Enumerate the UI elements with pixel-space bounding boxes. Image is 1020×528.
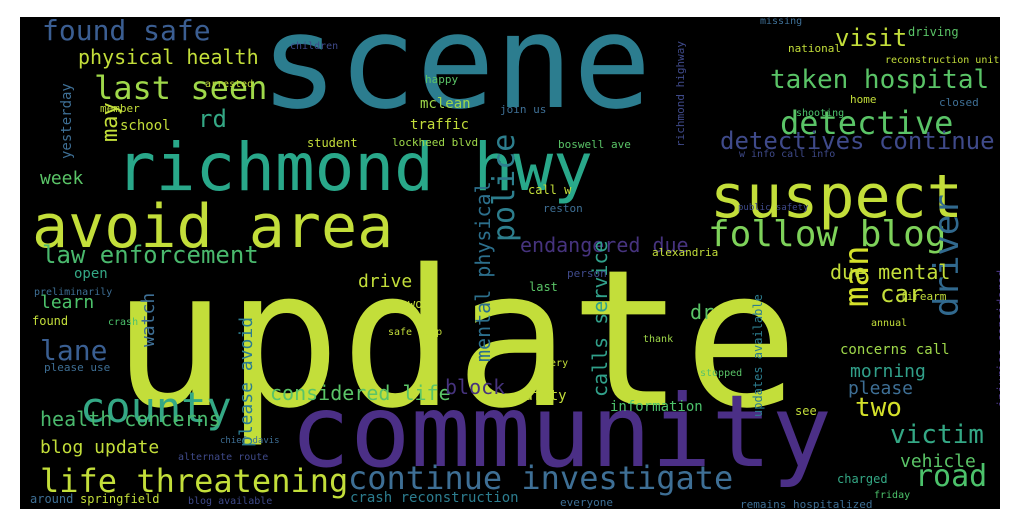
word-person: person xyxy=(567,267,607,280)
word-car: car xyxy=(880,280,924,308)
word-crash: crash xyxy=(108,317,139,328)
word-work: work xyxy=(408,297,437,311)
word-dr: dr xyxy=(690,300,715,324)
word-detectives-continue: detectives continue xyxy=(720,127,995,155)
word-information: information xyxy=(610,399,703,415)
word-avoid-area: avoid area xyxy=(32,192,394,262)
word-missing: missing xyxy=(760,17,803,27)
word-please-avoid: please avoid xyxy=(236,316,257,447)
word-shooting: shooting xyxy=(796,108,845,119)
word-please: please xyxy=(848,378,914,399)
word-watch: watch xyxy=(138,292,159,347)
word-community: community xyxy=(290,373,832,490)
word-taken-hospital: taken hospital xyxy=(770,65,990,95)
word-safe-help: safe help xyxy=(388,327,443,338)
word-friday: friday xyxy=(874,490,911,501)
word-week: week xyxy=(40,168,84,189)
word-updates-available: updates available xyxy=(751,294,765,417)
word-vehicle: vehicle xyxy=(900,451,976,472)
word-firearm: firearm xyxy=(900,290,947,303)
word-chief-davis: chief davis xyxy=(220,436,280,446)
word-yesterday: yesterday xyxy=(59,83,75,159)
word-school: school xyxy=(120,118,171,134)
word-alternate-route: alternate route xyxy=(178,452,269,463)
word-reconstruction-unit: reconstruction unit xyxy=(885,55,1000,66)
word-update: update xyxy=(112,229,799,450)
word-children: children xyxy=(290,41,339,52)
word-victim: victim xyxy=(890,420,984,450)
word-springfield: springfield xyxy=(80,492,160,506)
word-student: student xyxy=(307,136,358,150)
word-traffic: traffic xyxy=(410,117,470,133)
word-alexandria: alexandria xyxy=(652,246,719,259)
word-closed: closed xyxy=(939,96,979,109)
word-found: found xyxy=(32,314,69,328)
word-national: national xyxy=(788,42,841,55)
word-morning: morning xyxy=(850,361,926,382)
word-richmond-hwy: richmond hwy xyxy=(116,129,593,206)
word-around: around xyxy=(30,492,74,506)
word-remains-hospitalized: remains hospitalized xyxy=(740,498,873,509)
word-happy: happy xyxy=(425,73,459,86)
word-preliminarily: preliminarily xyxy=(34,287,113,298)
word-crash-reconstruction: crash reconstruction xyxy=(350,490,519,506)
word-stopped: stopped xyxy=(700,368,743,379)
word-health-concerns: health concerns xyxy=(40,407,221,431)
word-learn: learn xyxy=(40,292,95,313)
word-county: county xyxy=(80,383,232,432)
word-last: last xyxy=(529,280,558,294)
word-reston: reston xyxy=(543,202,583,215)
word-continue-investigate: continue investigate xyxy=(348,459,734,497)
word-concerns-call: concerns call xyxy=(840,342,950,358)
word-blog-update: blog update xyxy=(40,437,160,458)
word-open: open xyxy=(74,266,108,282)
word-considered-life: considered life xyxy=(270,381,451,405)
word-scene: scene xyxy=(260,17,652,138)
word-suspect: suspect xyxy=(710,162,963,232)
word-richmond-highway: richmond highway xyxy=(674,41,687,147)
word-w-info-call-info: w info call info xyxy=(739,149,836,160)
word-lockheed-blvd: lockheed blvd xyxy=(392,136,479,149)
word-calls-service: calls service xyxy=(588,240,612,397)
word-join-us: join us xyxy=(500,103,547,116)
word-last-seen: last seen xyxy=(94,69,268,107)
word-call-w: call w xyxy=(528,183,572,197)
word-visit: visit xyxy=(835,24,908,52)
word-driving: driving xyxy=(908,25,959,39)
word-blog-available: blog available xyxy=(188,496,273,507)
word-everyone: everyone xyxy=(560,496,613,509)
word-rd: rd xyxy=(198,105,227,133)
word-home: home xyxy=(850,93,877,106)
word-law-enforcement: law enforcement xyxy=(42,241,259,269)
word-found-safe: found safe xyxy=(42,17,211,47)
word-please-use: please use xyxy=(44,361,111,374)
word-endangered-due: endangered due xyxy=(520,233,689,257)
word-life-threatening: life threatening xyxy=(40,462,349,500)
word-mclean: mclean xyxy=(420,96,471,112)
word-mental-physical: mental physical xyxy=(471,181,495,362)
word-injuries-considered: injuries considered xyxy=(995,269,1000,407)
word-road: road xyxy=(915,459,988,494)
word-every: every xyxy=(538,358,569,369)
word-follow-blog: follow blog xyxy=(708,214,947,255)
word-charged: charged xyxy=(837,472,888,486)
word-public-safety: public safety xyxy=(738,203,809,213)
word-block: block xyxy=(445,375,506,399)
word-arrested: arrested xyxy=(205,79,254,90)
word-two: two xyxy=(855,393,902,423)
word-thank: thank xyxy=(643,334,674,345)
word-safety: safety xyxy=(516,388,567,404)
word-drive: drive xyxy=(358,271,413,292)
word-due-mental: due mental xyxy=(830,260,951,284)
word-detective: detective xyxy=(780,104,954,142)
word-cloud: update scene richmond hwy community suspect a… xyxy=(20,17,1000,509)
word-boswell-ave: boswell ave xyxy=(558,138,631,151)
word-annual: annual xyxy=(871,318,908,329)
word-member: member xyxy=(100,102,140,115)
word-lane: lane xyxy=(40,334,108,367)
word-see: see xyxy=(795,404,817,418)
word-physical-health: physical health xyxy=(78,45,259,69)
